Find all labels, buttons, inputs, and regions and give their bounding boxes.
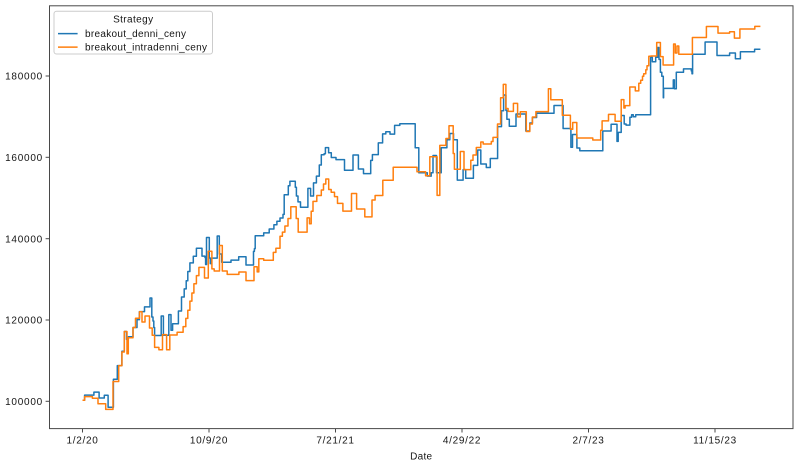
svg-text:7/21/21: 7/21/21: [316, 436, 354, 447]
svg-text:10/9/20: 10/9/20: [190, 436, 228, 447]
svg-text:2/7/23: 2/7/23: [572, 436, 604, 447]
svg-text:Date: Date: [410, 452, 432, 463]
svg-text:breakout_denni_ceny: breakout_denni_ceny: [85, 29, 186, 40]
svg-text:160000: 160000: [5, 153, 43, 164]
svg-text:180000: 180000: [5, 72, 43, 83]
svg-text:140000: 140000: [5, 234, 43, 245]
svg-text:breakout_intradenni_ceny: breakout_intradenni_ceny: [85, 43, 207, 54]
svg-text:100000: 100000: [5, 397, 43, 408]
svg-text:Strategy: Strategy: [113, 14, 153, 25]
svg-text:11/15/23: 11/15/23: [693, 436, 737, 447]
svg-text:4/29/22: 4/29/22: [443, 436, 481, 447]
svg-text:1/2/20: 1/2/20: [66, 436, 98, 447]
svg-text:120000: 120000: [5, 316, 43, 327]
